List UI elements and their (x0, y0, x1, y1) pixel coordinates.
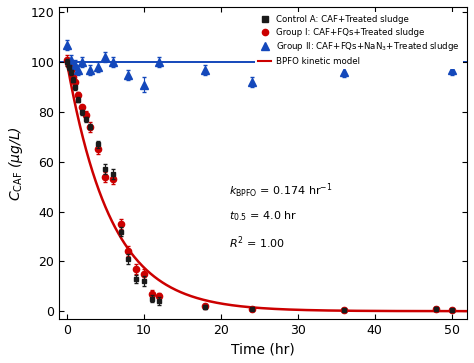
Text: $k_{\rm BPFO}$ = 0.174 hr$^{-1}$
$t_{0.5}$ = 4.0 hr
$R^2$ = 1.00: $k_{\rm BPFO}$ = 0.174 hr$^{-1}$ $t_{0.5… (228, 182, 332, 252)
Y-axis label: $C_{\rm CAF}$ ($\mu$g/L): $C_{\rm CAF}$ ($\mu$g/L) (7, 126, 25, 200)
Legend: Control A: CAF+Treated sludge, Group I: CAF+FQs+Treated sludge, Group II: CAF+FQ: Control A: CAF+Treated sludge, Group I: … (255, 12, 463, 69)
X-axis label: Time (hr): Time (hr) (231, 342, 295, 356)
